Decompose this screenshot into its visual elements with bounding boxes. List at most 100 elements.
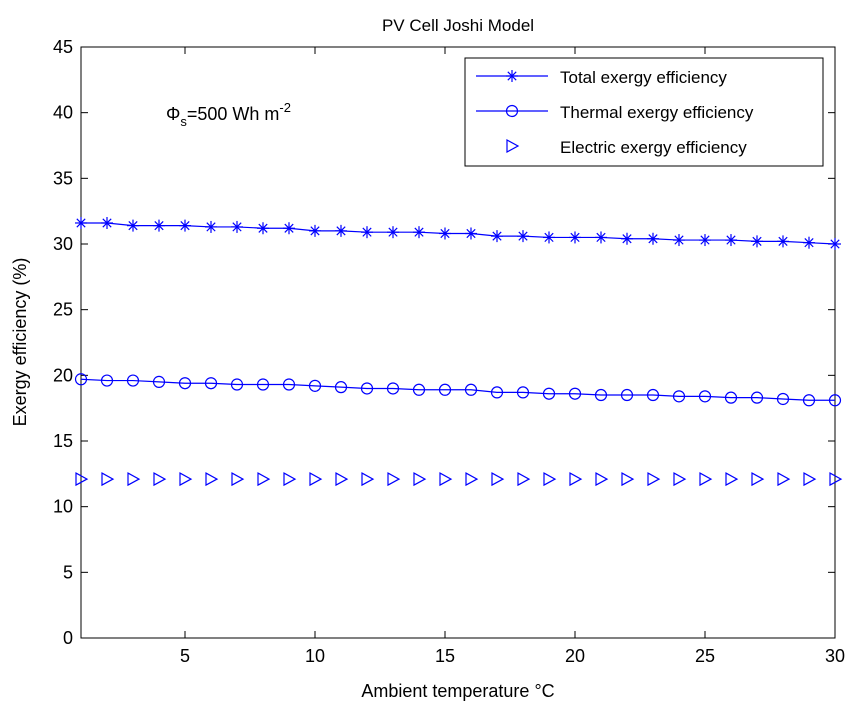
data-point bbox=[101, 472, 115, 487]
marker-stroke bbox=[752, 236, 762, 246]
x-tick-label: 20 bbox=[565, 646, 585, 666]
data-point bbox=[595, 472, 609, 487]
data-point bbox=[594, 388, 608, 402]
data-point bbox=[282, 378, 296, 391]
data-point bbox=[699, 472, 713, 487]
marker-stroke bbox=[440, 228, 450, 239]
data-point bbox=[308, 379, 322, 392]
series-layer bbox=[74, 216, 843, 487]
data-point bbox=[360, 382, 374, 395]
x-tick-label: 5 bbox=[180, 646, 190, 666]
data-point bbox=[283, 222, 295, 235]
data-point bbox=[231, 220, 243, 233]
marker-stroke bbox=[362, 227, 372, 237]
series-2 bbox=[75, 472, 843, 487]
data-point bbox=[126, 374, 140, 387]
marker-stroke bbox=[492, 231, 502, 241]
data-point bbox=[334, 381, 348, 394]
data-point bbox=[387, 472, 401, 487]
y-axis-label: Exergy efficiency (%) bbox=[10, 258, 30, 427]
marker-stroke bbox=[726, 235, 736, 245]
marker-stroke bbox=[570, 232, 580, 243]
data-point bbox=[621, 472, 635, 487]
data-point bbox=[621, 232, 633, 245]
data-point bbox=[204, 377, 218, 390]
data-point bbox=[153, 219, 165, 232]
marker-stroke bbox=[466, 228, 476, 239]
marker-stroke bbox=[154, 220, 164, 231]
marker-stroke bbox=[596, 232, 606, 243]
data-point bbox=[335, 472, 349, 487]
data-point bbox=[127, 472, 141, 487]
series-1 bbox=[74, 373, 842, 407]
marker-stroke bbox=[674, 235, 684, 245]
legend-marker bbox=[506, 138, 520, 154]
data-point bbox=[724, 391, 738, 404]
y-tick-label: 30 bbox=[53, 234, 73, 254]
data-point bbox=[205, 472, 219, 487]
legend-label-total: Total exergy efficiency bbox=[560, 68, 727, 87]
data-point bbox=[802, 394, 816, 407]
data-point bbox=[465, 472, 479, 487]
marker-stroke bbox=[76, 218, 86, 228]
marker-stroke bbox=[544, 232, 554, 243]
legend-marker bbox=[505, 104, 519, 118]
data-point bbox=[75, 216, 87, 229]
data-point bbox=[361, 472, 375, 487]
data-point bbox=[595, 231, 607, 244]
data-point bbox=[386, 382, 400, 395]
annotation-superscript: -2 bbox=[279, 100, 291, 115]
data-point bbox=[620, 388, 634, 402]
data-point bbox=[698, 390, 712, 403]
data-point bbox=[412, 383, 426, 396]
data-point bbox=[542, 387, 556, 400]
annotation-text: =500 Wh m bbox=[187, 104, 280, 124]
data-point bbox=[179, 219, 191, 232]
marker-stroke bbox=[804, 238, 814, 248]
legend-markers bbox=[476, 70, 548, 154]
data-point bbox=[127, 219, 139, 232]
data-point bbox=[672, 390, 686, 403]
data-point bbox=[777, 472, 791, 487]
data-point bbox=[257, 222, 269, 235]
y-tick-label: 10 bbox=[53, 497, 73, 517]
data-point bbox=[543, 472, 557, 487]
axis-ticks: 0 5 10 15 20 25 30 35 40 45 5 10 15 20 25 30 bbox=[53, 37, 845, 666]
data-point bbox=[257, 472, 271, 487]
data-point bbox=[309, 472, 323, 487]
legend-label-thermal: Thermal exergy efficiency bbox=[560, 103, 754, 122]
series-0 bbox=[75, 216, 841, 250]
chart-title: PV Cell Joshi Model bbox=[382, 16, 534, 35]
marker-stroke bbox=[310, 226, 320, 236]
y-tick-label: 0 bbox=[63, 628, 73, 648]
data-point bbox=[776, 392, 790, 406]
data-point bbox=[152, 375, 166, 388]
y-tick-label: 35 bbox=[53, 168, 73, 188]
data-point bbox=[516, 386, 530, 399]
data-point bbox=[750, 391, 764, 404]
marker-stroke bbox=[778, 236, 788, 246]
data-point bbox=[256, 378, 270, 391]
marker-stroke bbox=[414, 227, 424, 237]
x-axis-label: Ambient temperature °C bbox=[361, 681, 554, 701]
data-point bbox=[464, 383, 478, 396]
data-point bbox=[647, 232, 659, 245]
y-tick-label: 45 bbox=[53, 37, 73, 57]
y-tick-label: 25 bbox=[53, 300, 73, 320]
data-point bbox=[569, 231, 581, 244]
flux-annotation: Φs=500 Wh m-2 bbox=[166, 100, 291, 129]
marker-stroke bbox=[700, 235, 710, 245]
annotation-subscript: s bbox=[180, 114, 187, 129]
series-line bbox=[80, 378, 835, 401]
marker-stroke bbox=[128, 220, 138, 231]
y-tick-label: 5 bbox=[63, 562, 73, 582]
data-point bbox=[465, 227, 477, 240]
marker-stroke bbox=[507, 71, 517, 81]
data-point bbox=[439, 472, 453, 487]
data-point bbox=[230, 378, 244, 391]
legend-marker bbox=[506, 70, 518, 82]
data-point bbox=[725, 472, 739, 487]
data-point bbox=[179, 472, 193, 487]
marker-stroke bbox=[180, 220, 190, 231]
x-tick-label: 30 bbox=[825, 646, 845, 666]
